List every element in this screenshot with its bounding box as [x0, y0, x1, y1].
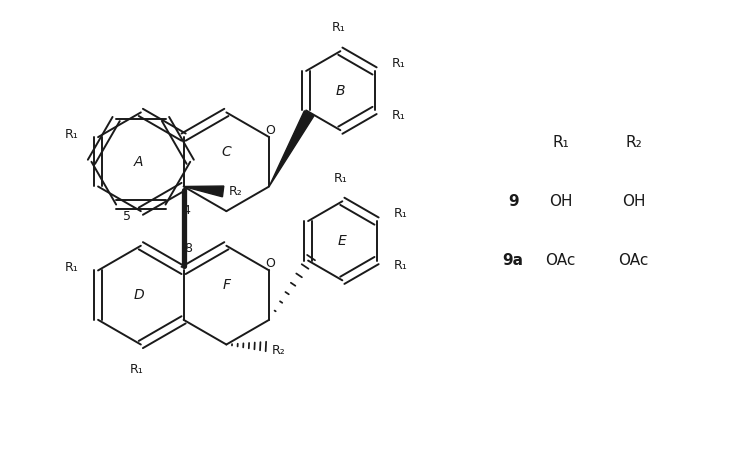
- Text: R₁: R₁: [65, 261, 78, 274]
- Text: B: B: [335, 84, 345, 98]
- Text: O: O: [265, 124, 275, 137]
- Text: 9: 9: [508, 194, 519, 209]
- Text: 8: 8: [184, 242, 192, 255]
- Text: OH: OH: [622, 194, 646, 209]
- Text: 5: 5: [123, 210, 131, 223]
- Text: A: A: [134, 155, 144, 169]
- Text: R₁: R₁: [65, 128, 78, 141]
- Text: R₁: R₁: [130, 364, 144, 376]
- Text: 4: 4: [183, 204, 190, 217]
- Text: OAc: OAc: [545, 253, 576, 268]
- Text: R₁: R₁: [333, 171, 347, 184]
- Text: R₂: R₂: [229, 185, 242, 198]
- Text: R₂: R₂: [272, 344, 285, 357]
- Text: R₁: R₁: [394, 207, 407, 220]
- Text: E: E: [338, 234, 346, 248]
- Text: O: O: [265, 257, 275, 270]
- Polygon shape: [269, 111, 314, 186]
- Text: R₁: R₁: [391, 109, 405, 122]
- Text: OH: OH: [549, 194, 573, 209]
- Text: R₁: R₁: [552, 134, 569, 150]
- Text: R₂: R₂: [625, 134, 642, 150]
- Text: OAc: OAc: [618, 253, 649, 268]
- Text: R₁: R₁: [394, 259, 407, 272]
- Text: 9a: 9a: [503, 253, 524, 268]
- Text: D: D: [133, 288, 144, 302]
- Polygon shape: [184, 186, 224, 197]
- Text: F: F: [223, 278, 231, 292]
- Text: R₁: R₁: [391, 56, 405, 69]
- Text: C: C: [222, 145, 231, 159]
- Text: R₁: R₁: [332, 21, 345, 34]
